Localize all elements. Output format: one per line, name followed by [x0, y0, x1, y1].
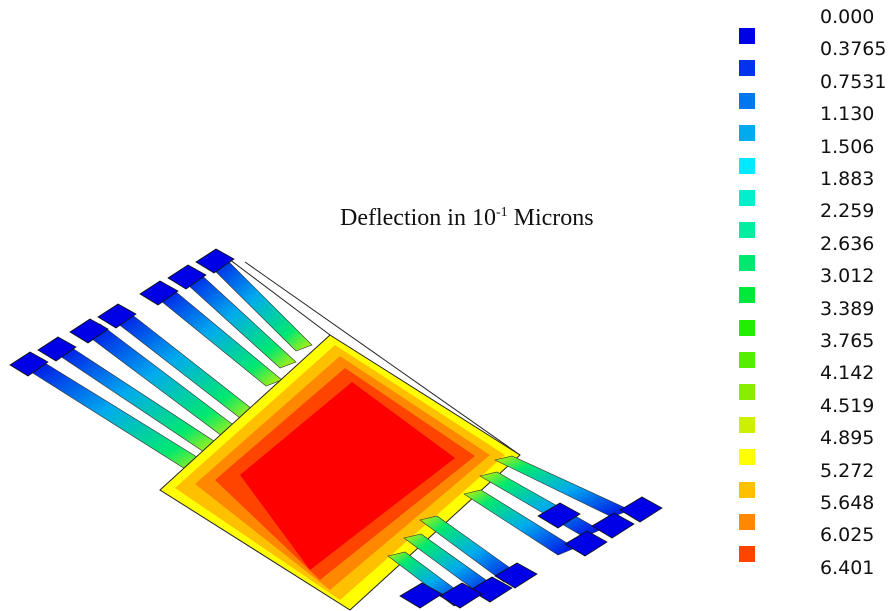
legend-value: 3.012 [820, 265, 875, 288]
legend-value: 1.506 [820, 135, 875, 158]
legend-color-swatch [739, 157, 755, 174]
legend-value: 5.648 [820, 492, 875, 514]
legend-entry: 1.130 [733, 103, 892, 142]
legend-color-swatch [739, 60, 755, 77]
legend-color-swatch [739, 287, 755, 304]
legend-color-swatch [739, 319, 755, 336]
legend-color-swatch [739, 449, 755, 466]
legend-entry: 2.636 [733, 232, 892, 271]
legend-entry: 1.883 [733, 168, 892, 206]
legend-value: 3.389 [820, 297, 875, 320]
legend-value: 2.636 [820, 232, 875, 255]
legend-entry: 3.765 [733, 330, 892, 368]
legend-value: 6.025 [820, 524, 875, 547]
legend-entry: 4.895 [733, 427, 892, 466]
legend-entry: 5.272 [733, 459, 892, 498]
legend-value: 6.401 [820, 556, 875, 579]
legend-entry: 3.012 [733, 265, 892, 304]
legend-color-swatch [739, 416, 755, 433]
left-beams [19, 254, 313, 473]
legend-value: 4.142 [820, 362, 875, 385]
legend-value: 3.765 [820, 330, 875, 352]
legend-entry: 5.648 [733, 492, 892, 530]
right-anchor-pads [399, 496, 663, 609]
left-anchor-pads [9, 248, 235, 377]
legend-entry: 4.519 [733, 394, 892, 433]
title-prefix: Deflection in 10 [340, 205, 496, 231]
legend-value: 1.130 [820, 103, 875, 126]
legend-value: 5.272 [820, 459, 875, 482]
legend-color-swatch [739, 254, 755, 271]
legend-color-swatch [739, 514, 755, 530]
legend-color-swatch [739, 222, 755, 239]
legend-entry: 1.506 [733, 135, 892, 174]
legend-value: 2.259 [820, 200, 875, 223]
chart-title: Deflection in 10-1 Microns [340, 205, 594, 232]
title-suffix: Microns [507, 205, 594, 231]
legend-entry: 6.025 [733, 524, 892, 563]
left-comb-structure [9, 248, 521, 473]
legend-color-swatch [739, 352, 755, 368]
legend-value: 4.895 [820, 427, 875, 450]
legend-color-swatch [739, 481, 755, 498]
legend-color-swatch [739, 546, 755, 563]
right-comb-structure [387, 455, 663, 609]
legend-value: 0.7531 [820, 70, 887, 93]
legend-entry: 6.401 [733, 557, 892, 587]
legend-color-swatch [739, 92, 755, 109]
legend-entry: 0.7531 [733, 70, 892, 109]
legend-value: 1.883 [820, 168, 875, 190]
legend-entry: 4.142 [733, 362, 892, 401]
legend-color-swatch [739, 384, 755, 401]
legend-value: 0.3765 [820, 38, 887, 61]
legend-entry: 3.389 [733, 297, 892, 336]
legend-entry: 0.3765 [733, 38, 892, 77]
legend-entry: 0.000 [733, 6, 892, 44]
legend-value: 0.000 [820, 6, 875, 28]
central-plate [159, 334, 521, 611]
legend-value: 4.519 [820, 394, 875, 417]
legend-color-swatch [739, 28, 755, 44]
legend-color-swatch [739, 190, 755, 206]
legend-entry: 2.259 [733, 200, 892, 239]
title-exponent: -1 [495, 205, 508, 220]
legend-color-swatch [739, 125, 755, 142]
